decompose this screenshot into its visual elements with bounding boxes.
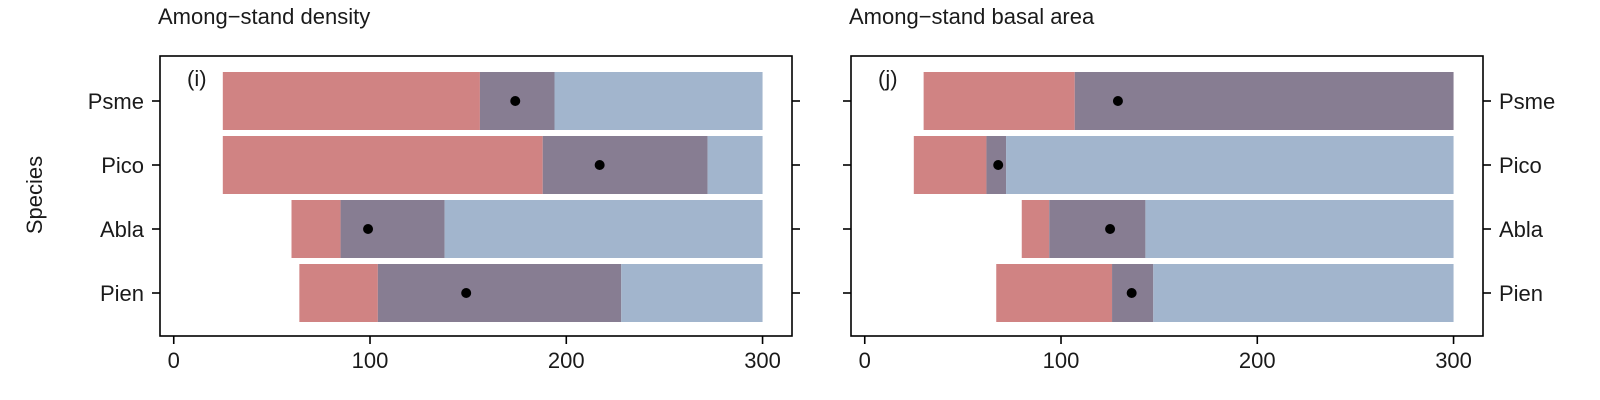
- panel-density: Among−stand density Species 0 100 200 300 Ps…: [22, 4, 800, 373]
- y-tick-label: Psme: [88, 89, 144, 114]
- panel-title: Among−stand density: [158, 4, 370, 29]
- y-tick-label: Pien: [100, 281, 144, 306]
- bar-segment-purple: [1074, 72, 1454, 130]
- data-point: [594, 160, 605, 170]
- data-point: [1126, 288, 1137, 298]
- bar-segment-red: [222, 72, 480, 130]
- bar-segment-purple: [377, 264, 622, 322]
- bar-segment-red: [913, 136, 987, 194]
- panel-basal-area: Among−stand basal area 0 100 200 300 Psme Pic…: [843, 4, 1555, 373]
- bar-segment-red: [299, 264, 378, 322]
- bar-segment-purple: [340, 200, 445, 258]
- y-tick-label: Psme: [1499, 89, 1555, 114]
- y-tick-label: Pico: [1499, 153, 1542, 178]
- data-point: [1105, 224, 1116, 234]
- panel-title: Among−stand basal area: [849, 4, 1095, 29]
- data-point: [461, 288, 472, 298]
- x-tick-label: 0: [168, 348, 180, 373]
- x-tick-label: 100: [352, 348, 389, 373]
- bar-segment-red: [923, 72, 1075, 130]
- y-tick-label: Abla: [1499, 217, 1544, 242]
- bar-segment-blue: [554, 72, 763, 130]
- data-point: [993, 160, 1004, 170]
- data-point: [363, 224, 374, 234]
- y-tick-label: Pico: [101, 153, 144, 178]
- panel-label: (i): [187, 66, 207, 91]
- x-tick-label: 100: [1043, 348, 1080, 373]
- data-point: [510, 96, 521, 106]
- y-axis-label: Species: [22, 156, 47, 234]
- bar-segment-red: [996, 264, 1113, 322]
- bar-segment-blue: [621, 264, 763, 322]
- plot-frame: [159, 55, 793, 337]
- data-point: [1112, 96, 1123, 106]
- plot-frame: [850, 55, 1484, 337]
- x-tick-label: 200: [548, 348, 585, 373]
- x-tick-label: 0: [859, 348, 871, 373]
- bar-segment-blue: [1153, 264, 1454, 322]
- y-tick-label: Abla: [100, 217, 145, 242]
- bar-segment-blue: [444, 200, 763, 258]
- y-tick-label: Pien: [1499, 281, 1543, 306]
- bar-segment-blue: [707, 136, 763, 194]
- bar-segment-purple: [1049, 200, 1146, 258]
- bar-segment-blue: [1006, 136, 1454, 194]
- x-tick-label: 300: [1435, 348, 1472, 373]
- bar-segment-red: [291, 200, 341, 258]
- bar-segment-purple: [542, 136, 708, 194]
- panel-label: (j): [878, 66, 898, 91]
- bar-segment-blue: [1145, 200, 1454, 258]
- x-tick-label: 300: [744, 348, 781, 373]
- x-tick-label: 200: [1239, 348, 1276, 373]
- bar-segment-red: [1021, 200, 1050, 258]
- bar-segment-red: [222, 136, 543, 194]
